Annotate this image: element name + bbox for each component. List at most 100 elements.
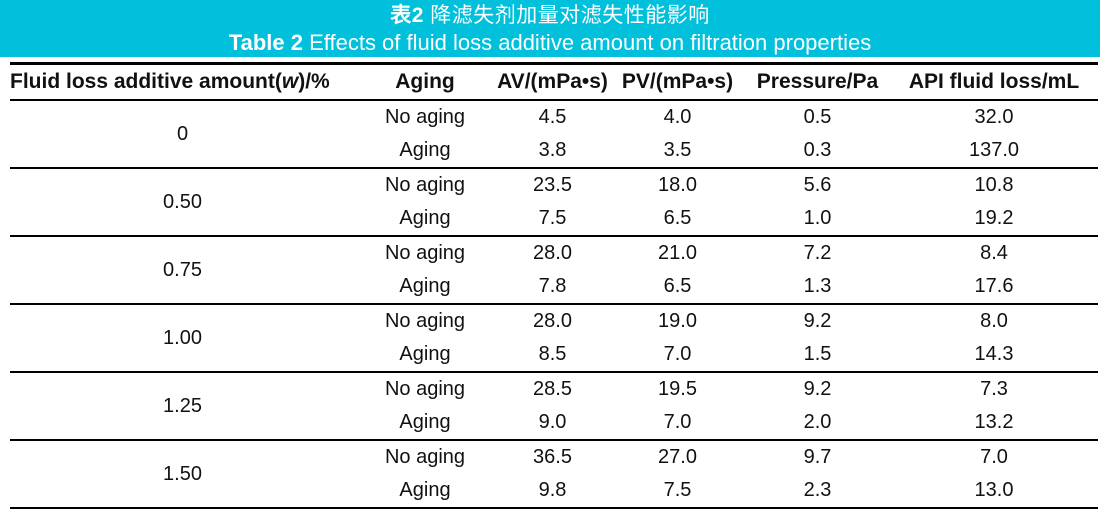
av-cell: 23.5 bbox=[533, 174, 572, 196]
api-cell: 17.6 bbox=[974, 275, 1014, 297]
api-cell: 13.2 bbox=[974, 411, 1014, 433]
api-cell: 137.0 bbox=[968, 139, 1020, 161]
aging-cell: No aging bbox=[384, 310, 466, 332]
aging-cell: No aging bbox=[384, 446, 466, 468]
aging-cell: No aging bbox=[384, 174, 466, 196]
pressure-cell: 2.3 bbox=[803, 479, 832, 501]
table-row: Aging 9.0 7.0 2.0 13.2 bbox=[10, 406, 1098, 440]
pressure-cell: 1.0 bbox=[803, 207, 832, 229]
amount-cell: 1.50 bbox=[163, 462, 202, 485]
pressure-cell: 1.5 bbox=[803, 343, 832, 365]
amount-group-0: 0 No aging 4.5 4.0 0.5 32.0 Aging 3.8 3.… bbox=[10, 100, 1098, 168]
table-row: 1.50 No aging 36.5 27.0 9.7 7.0 bbox=[10, 440, 1098, 485]
col-header-av: AV/(mPa•s) bbox=[497, 70, 608, 93]
col-header-amount: Fluid loss additive amount(w)/% bbox=[10, 64, 355, 101]
pressure-cell: 9.2 bbox=[803, 378, 832, 400]
aging-cell: No aging bbox=[384, 106, 466, 128]
pv-cell: 6.5 bbox=[663, 207, 692, 229]
amount-group-5: 1.50 No aging 36.5 27.0 9.7 7.0 Aging 9.… bbox=[10, 440, 1098, 508]
filtration-properties-table: Fluid loss additive amount(w)/% Aging AV… bbox=[10, 62, 1098, 509]
aging-cell: Aging bbox=[399, 343, 451, 365]
pv-cell: 7.0 bbox=[663, 343, 692, 365]
pressure-cell: 7.2 bbox=[803, 242, 832, 264]
table-row: Aging 8.5 7.0 1.5 14.3 bbox=[10, 338, 1098, 372]
amount-cell: 0.50 bbox=[163, 190, 202, 213]
amount-cell: 1.00 bbox=[163, 326, 202, 349]
api-cell: 14.3 bbox=[974, 343, 1014, 365]
caption-zh-text: 降滤失剂加量对滤失性能影响 bbox=[423, 4, 710, 27]
table-row: 1.25 No aging 28.5 19.5 9.2 7.3 bbox=[10, 372, 1098, 417]
caption-zh-label: 表2 bbox=[390, 4, 424, 27]
pv-cell: 3.5 bbox=[663, 139, 692, 161]
av-cell: 4.5 bbox=[538, 106, 567, 128]
pv-cell: 18.0 bbox=[658, 174, 697, 196]
pv-cell: 4.0 bbox=[663, 106, 692, 128]
col-header-amount-w: w bbox=[281, 70, 299, 93]
col-header-amount-post: )/% bbox=[298, 70, 330, 93]
col-header-amount-pre: Fluid loss additive amount( bbox=[10, 70, 282, 93]
av-cell: 3.8 bbox=[538, 139, 567, 161]
pressure-cell: 2.0 bbox=[803, 411, 832, 433]
table-row: Aging 9.8 7.5 2.3 13.0 bbox=[10, 474, 1098, 508]
table-header-row: Fluid loss additive amount(w)/% Aging AV… bbox=[10, 64, 1098, 101]
aging-cell: Aging bbox=[399, 139, 451, 161]
pv-cell: 19.5 bbox=[658, 378, 697, 400]
caption-en-text: Effects of fluid loss additive amount on… bbox=[309, 30, 872, 55]
pv-cell: 6.5 bbox=[663, 275, 692, 297]
pressure-cell: 0.3 bbox=[803, 139, 832, 161]
table-row: Aging 7.5 6.5 1.0 19.2 bbox=[10, 202, 1098, 236]
pv-cell: 7.0 bbox=[663, 411, 692, 433]
aging-cell: Aging bbox=[399, 207, 451, 229]
amount-group-1: 0.50 No aging 23.5 18.0 5.6 10.8 Aging 7… bbox=[10, 168, 1098, 236]
table-row: Aging 7.8 6.5 1.3 17.6 bbox=[10, 270, 1098, 304]
table-row: 0 No aging 4.5 4.0 0.5 32.0 bbox=[10, 100, 1098, 145]
col-header-pv: PV/(mPa•s) bbox=[621, 70, 734, 93]
pressure-cell: 1.3 bbox=[803, 275, 832, 297]
av-cell: 9.0 bbox=[538, 411, 567, 433]
api-cell: 32.0 bbox=[974, 106, 1014, 128]
av-cell: 7.5 bbox=[538, 207, 567, 229]
aging-cell: Aging bbox=[399, 275, 451, 297]
av-cell: 28.0 bbox=[533, 242, 572, 264]
amount-cell: 0.75 bbox=[163, 258, 202, 281]
pv-cell: 19.0 bbox=[658, 310, 697, 332]
api-cell: 7.0 bbox=[980, 446, 1008, 468]
av-cell: 8.5 bbox=[538, 343, 567, 365]
av-cell: 7.8 bbox=[538, 275, 567, 297]
pressure-cell: 5.6 bbox=[803, 174, 832, 196]
api-cell: 8.0 bbox=[980, 310, 1008, 332]
av-cell: 28.5 bbox=[533, 378, 572, 400]
amount-cell: 0 bbox=[176, 122, 189, 145]
table-container: Fluid loss additive amount(w)/% Aging AV… bbox=[10, 62, 1098, 509]
caption-en-label: Table 2 bbox=[228, 30, 303, 55]
table-row: 1.00 No aging 28.0 19.0 9.2 8.0 bbox=[10, 304, 1098, 349]
pv-cell: 21.0 bbox=[658, 242, 697, 264]
api-cell: 19.2 bbox=[974, 207, 1014, 229]
amount-group-4: 1.25 No aging 28.5 19.5 9.2 7.3 Aging 9.… bbox=[10, 372, 1098, 440]
av-cell: 28.0 bbox=[533, 310, 572, 332]
aging-cell: Aging bbox=[399, 479, 451, 501]
pv-cell: 7.5 bbox=[663, 479, 692, 501]
table-row: 0.50 No aging 23.5 18.0 5.6 10.8 bbox=[10, 168, 1098, 213]
amount-cell: 1.25 bbox=[163, 394, 202, 417]
av-cell: 9.8 bbox=[538, 479, 567, 501]
col-header-api: API fluid loss/mL bbox=[908, 70, 1080, 93]
api-cell: 13.0 bbox=[974, 479, 1014, 501]
table-caption-banner: 表2 降滤失剂加量对滤失性能影响 Table 2 Effects of flui… bbox=[0, 0, 1100, 57]
api-cell: 10.8 bbox=[974, 174, 1014, 196]
pressure-cell: 9.2 bbox=[803, 310, 832, 332]
api-cell: 8.4 bbox=[980, 242, 1008, 264]
api-cell: 7.3 bbox=[980, 378, 1008, 400]
amount-group-3: 1.00 No aging 28.0 19.0 9.2 8.0 Aging 8.… bbox=[10, 304, 1098, 372]
aging-cell: No aging bbox=[384, 242, 466, 264]
amount-group-2: 0.75 No aging 28.0 21.0 7.2 8.4 Aging 7.… bbox=[10, 236, 1098, 304]
aging-cell: No aging bbox=[384, 378, 466, 400]
pv-cell: 27.0 bbox=[658, 446, 697, 468]
col-header-pressure: Pressure/Pa bbox=[756, 70, 879, 93]
aging-cell: Aging bbox=[399, 411, 451, 433]
table-row: Aging 3.8 3.5 0.3 137.0 bbox=[10, 134, 1098, 168]
caption-chinese: 表2 降滤失剂加量对滤失性能影响 bbox=[0, 0, 1100, 29]
table-row: 0.75 No aging 28.0 21.0 7.2 8.4 bbox=[10, 236, 1098, 281]
col-header-aging: Aging bbox=[395, 70, 455, 93]
